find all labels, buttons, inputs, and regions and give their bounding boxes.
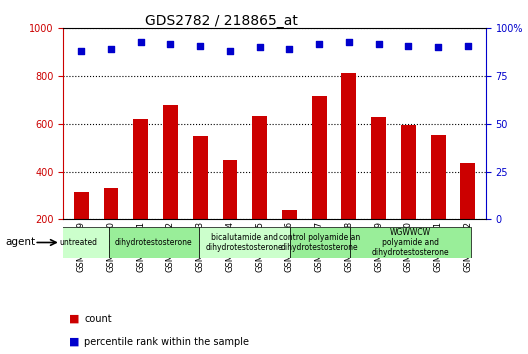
Bar xyxy=(74,192,89,267)
Point xyxy=(464,43,472,48)
Bar xyxy=(460,163,475,267)
Bar xyxy=(282,210,297,267)
Point xyxy=(256,45,264,50)
FancyBboxPatch shape xyxy=(199,227,290,258)
Bar xyxy=(222,160,238,267)
Point xyxy=(285,46,294,52)
Point xyxy=(404,43,413,48)
Text: dihydrotestosterone: dihydrotestosterone xyxy=(115,238,193,247)
Point xyxy=(166,41,175,46)
Bar xyxy=(342,73,356,267)
Bar xyxy=(371,117,386,267)
Text: bicalutamide and
dihydrotestosterone: bicalutamide and dihydrotestosterone xyxy=(205,233,283,252)
FancyBboxPatch shape xyxy=(48,227,109,258)
Bar xyxy=(163,105,178,267)
Text: ■: ■ xyxy=(69,337,79,347)
Bar xyxy=(193,136,208,267)
Point xyxy=(196,43,204,48)
Bar xyxy=(431,135,446,267)
Point xyxy=(345,39,353,45)
Point xyxy=(136,39,145,45)
Text: untreated: untreated xyxy=(60,238,98,247)
Text: percentile rank within the sample: percentile rank within the sample xyxy=(84,337,250,347)
Point xyxy=(107,46,115,52)
Text: count: count xyxy=(84,314,112,324)
Point xyxy=(315,41,324,46)
Bar xyxy=(103,188,118,267)
FancyBboxPatch shape xyxy=(350,227,470,258)
Bar xyxy=(133,119,148,267)
Text: GDS2782 / 218865_at: GDS2782 / 218865_at xyxy=(145,14,298,28)
Point xyxy=(77,48,86,54)
Bar xyxy=(312,96,327,267)
FancyBboxPatch shape xyxy=(290,227,350,258)
Text: WGWWCW
polyamide and
dihydrotestosterone: WGWWCW polyamide and dihydrotestosterone xyxy=(372,228,449,257)
Text: ■: ■ xyxy=(69,314,79,324)
Point xyxy=(434,45,442,50)
Bar xyxy=(252,115,267,267)
Bar xyxy=(401,125,416,267)
FancyBboxPatch shape xyxy=(109,227,199,258)
Point xyxy=(225,48,234,54)
Point xyxy=(374,41,383,46)
Text: agent: agent xyxy=(5,238,35,247)
Text: control polyamide an
dihydrotestosterone: control polyamide an dihydrotestosterone xyxy=(279,233,361,252)
